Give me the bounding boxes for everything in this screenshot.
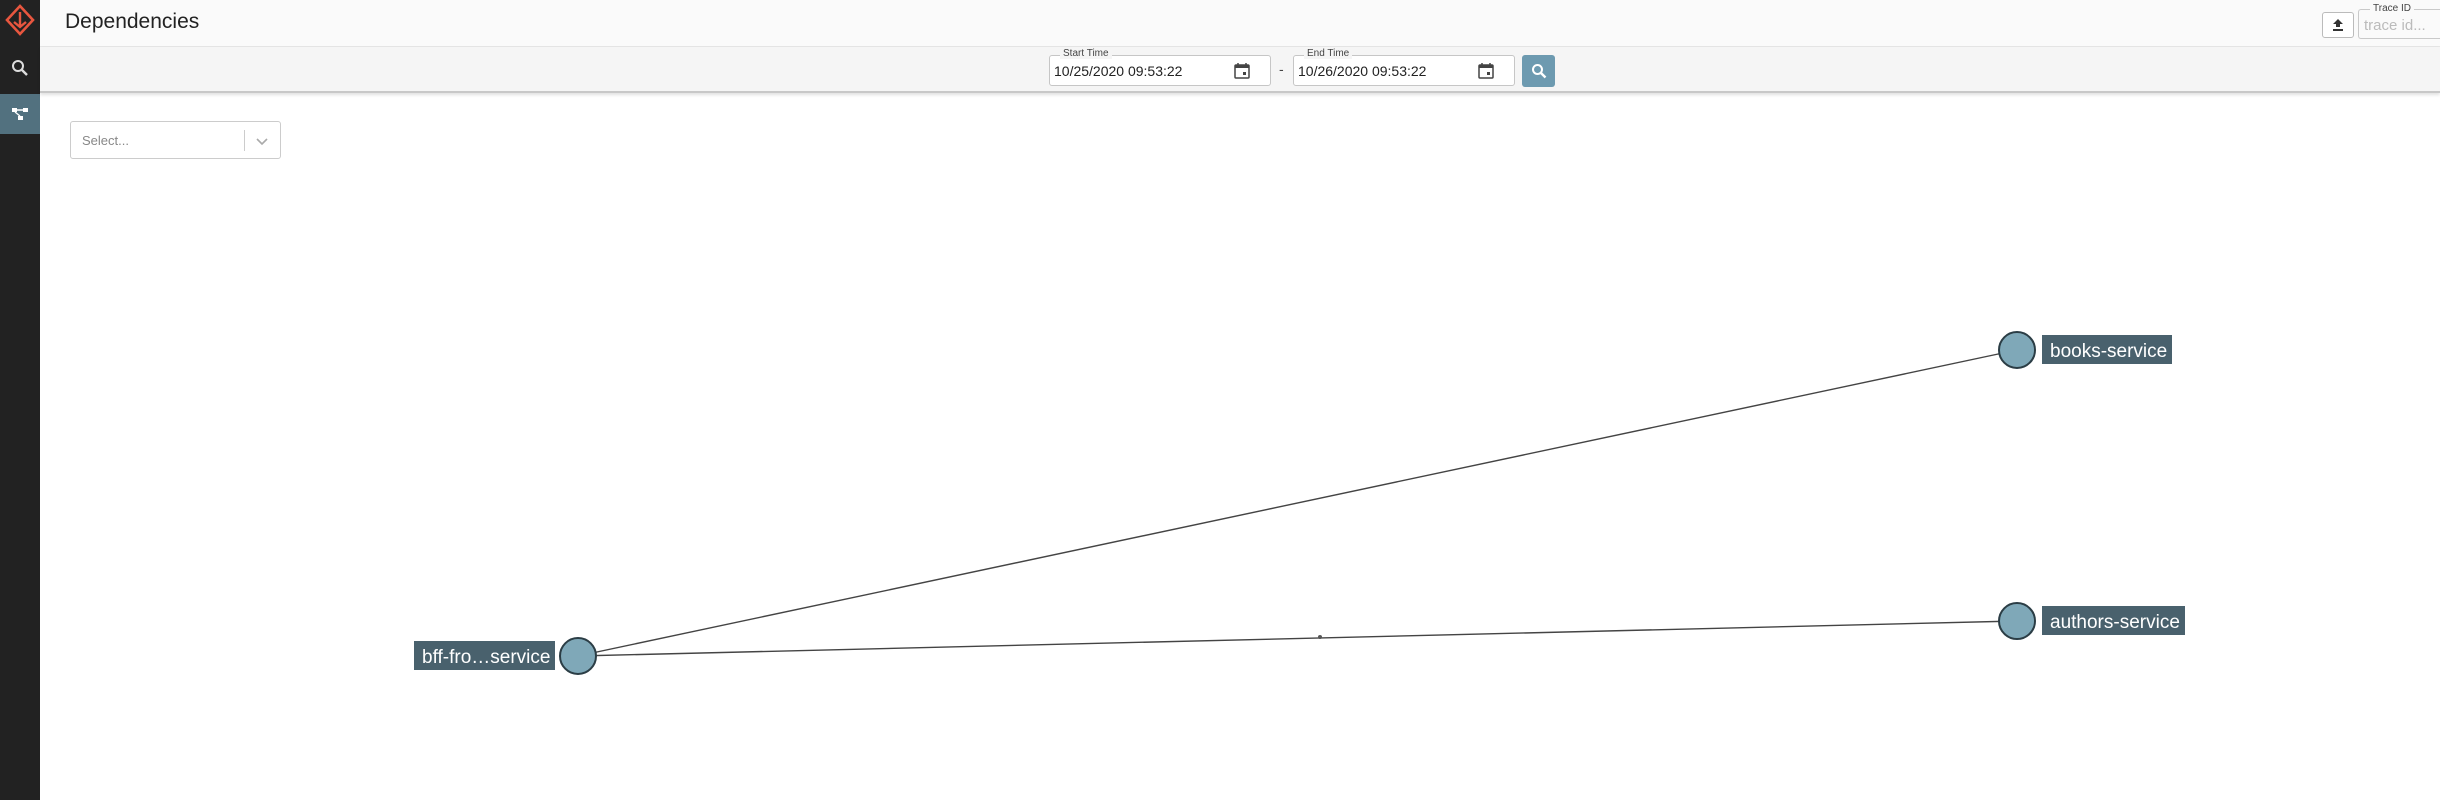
edge-bff-authors bbox=[577, 620, 2018, 657]
page-title: Dependencies bbox=[65, 10, 200, 33]
search-button[interactable] bbox=[1522, 55, 1555, 87]
service-select[interactable]: Select... bbox=[70, 121, 281, 159]
node-books[interactable] bbox=[1998, 331, 2036, 369]
upload-icon bbox=[2333, 19, 2343, 31]
start-time-value: 10/25/2020 09:53:22 bbox=[1054, 63, 1183, 79]
calendar-icon[interactable] bbox=[1478, 62, 1494, 79]
logo-button[interactable] bbox=[0, 0, 40, 40]
search-icon bbox=[1531, 64, 1546, 79]
start-time-label: Start Time bbox=[1060, 48, 1112, 59]
end-time-value: 10/26/2020 09:53:22 bbox=[1298, 63, 1427, 79]
search-icon bbox=[12, 60, 28, 76]
edge-bff-books bbox=[577, 349, 2018, 657]
end-time-field[interactable]: End Time 10/26/2020 09:53:22 bbox=[1293, 48, 1515, 86]
node-authors[interactable] bbox=[1998, 602, 2036, 640]
sidebar-item-dependencies[interactable] bbox=[0, 94, 40, 134]
time-range-toolbar: Start Time 10/25/2020 09:53:22 - End Tim… bbox=[40, 47, 2440, 93]
select-separator bbox=[244, 130, 245, 151]
sidebar bbox=[0, 0, 40, 800]
edge-midpoint-dot bbox=[1318, 635, 1322, 639]
node-label-bg-bff bbox=[414, 641, 555, 670]
header: Dependencies Trace ID bbox=[40, 0, 2440, 47]
chevron-down-icon[interactable] bbox=[255, 134, 269, 148]
node-bff[interactable] bbox=[559, 637, 597, 675]
node-label-bff: bff-fro…service bbox=[422, 647, 550, 668]
node-label-authors: authors-service bbox=[2050, 612, 2180, 633]
end-time-label: End Time bbox=[1304, 48, 1353, 59]
dependencies-icon bbox=[12, 108, 28, 120]
calendar-icon[interactable] bbox=[1234, 62, 1250, 79]
trace-id-input[interactable] bbox=[2358, 14, 2440, 36]
trace-id-label: Trace ID bbox=[2370, 3, 2414, 14]
sidebar-item-search[interactable] bbox=[0, 48, 40, 88]
node-label-bg-books bbox=[2042, 335, 2172, 364]
logo-icon bbox=[5, 4, 35, 36]
node-label-bg-authors bbox=[2042, 606, 2185, 635]
node-label-books: books-service bbox=[2050, 341, 2167, 362]
start-time-field[interactable]: Start Time 10/25/2020 09:53:22 bbox=[1049, 48, 1271, 86]
select-placeholder: Select... bbox=[82, 133, 129, 148]
upload-button[interactable] bbox=[2322, 12, 2354, 38]
range-separator: - bbox=[1279, 61, 1284, 77]
